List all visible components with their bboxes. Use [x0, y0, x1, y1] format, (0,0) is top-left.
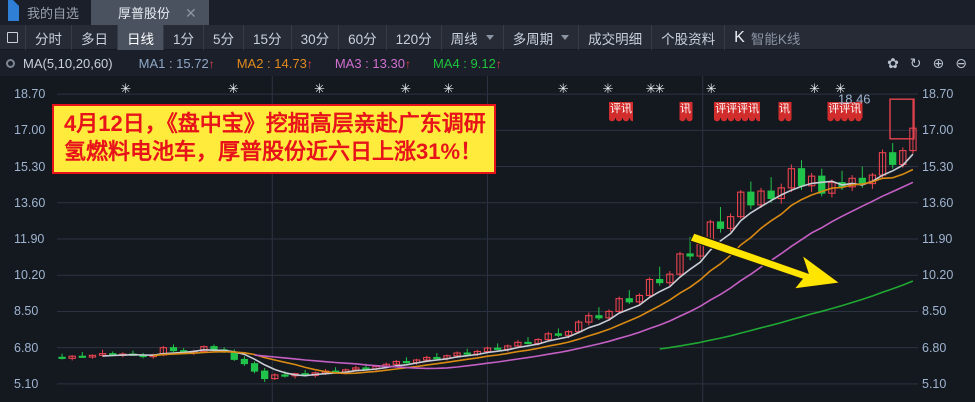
yellow-pointer-arrow-icon: [690, 232, 842, 290]
star-marker-icon[interactable]: ✳: [835, 81, 846, 96]
tab-label: 我的自选: [27, 6, 80, 21]
tbtn-smart-kline[interactable]: K 智能K线: [725, 25, 809, 50]
ma3-readout: MA3 : 13.30↑: [334, 55, 411, 71]
y-tick-left: 8.50: [14, 304, 39, 319]
y-tick-left: 11.90: [14, 232, 45, 246]
tab-bar: 我的自选 厚普股份 ✕: [0, 0, 975, 25]
ma2-readout: MA2 : 14.73↑: [236, 55, 313, 71]
y-tick-left: 5.10: [14, 376, 39, 391]
zoom-out-icon[interactable]: ⊖: [955, 55, 967, 71]
tbtn-label: 分时: [35, 31, 62, 47]
y-tick-left: 18.70: [14, 87, 46, 102]
tbtn-fenshi[interactable]: 分时: [26, 25, 72, 50]
tbtn-5min[interactable]: 5分: [204, 25, 245, 50]
ma4-readout: MA4 : 9.12↑: [432, 55, 502, 71]
star-marker-icon[interactable]: ✳: [120, 81, 132, 96]
close-icon[interactable]: ✕: [185, 4, 197, 21]
y-tick-right: 10.20: [922, 268, 954, 283]
star-marker-icon[interactable]: ✳: [705, 81, 717, 96]
ma-formula-label: MA(5,10,20,60): [23, 55, 113, 71]
y-tick-right: 15.30: [922, 159, 954, 174]
high-price-tag: 18.46: [838, 91, 871, 107]
tbtn-label: 智能K线: [750, 31, 801, 47]
tbtn-label: 5分: [213, 31, 235, 47]
tbtn-label: 60分: [348, 31, 377, 47]
ma-indicator-row: MA(5,10,20,60) MA1 : 15.72↑ MA2 : 14.73↑…: [0, 50, 975, 76]
tbtn-label: 1分: [173, 31, 195, 47]
tbtn-30min[interactable]: 30分: [292, 25, 340, 50]
tbtn-gegu-ziliao[interactable]: 个股资料: [652, 25, 726, 50]
news-flag-marker[interactable]: 讯: [679, 102, 693, 123]
tbtn-label: 30分: [300, 31, 330, 47]
y-tick-left: 17.00: [14, 123, 46, 138]
y-tick-right: 6.80: [922, 340, 947, 355]
candlestick-chart[interactable]: 18.70 17.00 15.30 13.60 11.90 10.20 8.50 6.80 5.…: [0, 76, 975, 402]
star-marker-icon[interactable]: ✳: [557, 81, 569, 96]
tbtn-rixian[interactable]: 日线: [118, 25, 164, 50]
square-icon[interactable]: [0, 25, 26, 50]
chevron-down-icon: [561, 35, 570, 40]
zoom-in-icon[interactable]: ⊕: [932, 55, 945, 71]
star-marker-icon[interactable]: ✳: [228, 81, 239, 96]
star-marker-icon[interactable]: ✳: [602, 81, 614, 96]
period-toolbar: 分时 多日 日线 1分 5分 15分 30分 60分 120分 周线 多周期 成…: [0, 25, 975, 50]
refresh-icon[interactable]: ↻: [909, 55, 922, 71]
y-tick-right: 13.60: [922, 195, 954, 210]
tbtn-label: 个股资料: [661, 31, 716, 47]
annotation-line-2: 氢燃料电池车，厚普股份近六日上涨31%！: [64, 139, 483, 165]
tab-houpu-stock[interactable]: 厚普股份 ✕: [91, 0, 209, 25]
favorites-icon: [8, 0, 22, 21]
indicator-toggle-icon[interactable]: [6, 58, 15, 68]
star-marker-icon[interactable]: ✳: [314, 81, 326, 96]
chart-tools: ✿ ↻ ⊕ ⊖: [887, 50, 967, 76]
tbtn-1min[interactable]: 1分: [164, 25, 205, 50]
tbtn-label: 15分: [253, 31, 282, 47]
tbtn-duozhouqi[interactable]: 多周期: [504, 25, 580, 50]
tbtn-chengjiaomingxi[interactable]: 成交明细: [579, 25, 653, 50]
k-glyph-icon: K: [734, 28, 745, 46]
tbtn-label: 多周期: [512, 31, 554, 47]
tab-bar-empty: [208, 0, 975, 25]
chart-svg: [57, 76, 918, 402]
y-tick-right: 8.50: [922, 304, 947, 319]
y-tick-right: 17.00: [922, 123, 954, 138]
tbtn-120min[interactable]: 120分: [387, 25, 442, 50]
y-tick-left: 10.20: [14, 268, 46, 283]
tbtn-label: 多日: [81, 31, 108, 47]
document-icon: [99, 6, 113, 20]
star-marker-icon[interactable]: ✳: [400, 81, 412, 96]
y-tick-left: 13.60: [14, 195, 46, 210]
star-marker-icon[interactable]: ✳: [654, 81, 666, 96]
y-tick-left: 6.80: [14, 340, 39, 355]
news-flag-marker[interactable]: 评评评讯: [714, 102, 761, 123]
tbtn-label: 成交明细: [588, 31, 643, 47]
tbtn-15min[interactable]: 15分: [244, 25, 292, 50]
tbtn-label: 日线: [127, 31, 154, 47]
tab-my-watchlist[interactable]: 我的自选: [0, 0, 91, 25]
y-tick-left: 15.30: [14, 159, 46, 174]
y-tick-right: 5.10: [922, 376, 947, 391]
news-flag-marker[interactable]: 评评讯: [827, 102, 863, 123]
y-tick-right: 18.70: [922, 87, 954, 102]
news-annotation-box: 4月12日，《盘中宝》挖掘高层亲赴广东调研 氢燃料电池车，厚普股份近六日上涨31…: [52, 104, 496, 175]
chevron-down-icon: [485, 35, 494, 40]
news-flag-marker[interactable]: 评讯: [608, 102, 633, 123]
tbtn-zhouxian[interactable]: 周线: [442, 25, 504, 50]
y-tick-right: 11.90: [922, 232, 953, 246]
tbtn-60min[interactable]: 60分: [339, 25, 387, 50]
news-flag-marker[interactable]: 讯: [778, 102, 792, 123]
ma1-readout: MA1 : 15.72↑: [138, 55, 215, 71]
star-marker-icon[interactable]: ✳: [443, 81, 455, 96]
tab-label: 厚普股份: [118, 6, 171, 21]
tbtn-label: 120分: [395, 31, 432, 47]
tbtn-label: 周线: [450, 31, 478, 47]
gear-icon[interactable]: ✿: [887, 55, 899, 71]
star-marker-icon[interactable]: ✳: [645, 81, 657, 96]
plot-area[interactable]: ✳ ✳ ✳ ✳ ✳ ✳ ✳ ✳ ✳ ✳ ✳ ✳ 评讯讯评评评讯讯评评讯: [57, 76, 918, 402]
annotation-line-1: 4月12日，《盘中宝》挖掘高层亲赴广东调研: [64, 111, 486, 136]
star-marker-icon[interactable]: ✳: [809, 81, 821, 96]
tbtn-duori[interactable]: 多日: [72, 25, 118, 50]
